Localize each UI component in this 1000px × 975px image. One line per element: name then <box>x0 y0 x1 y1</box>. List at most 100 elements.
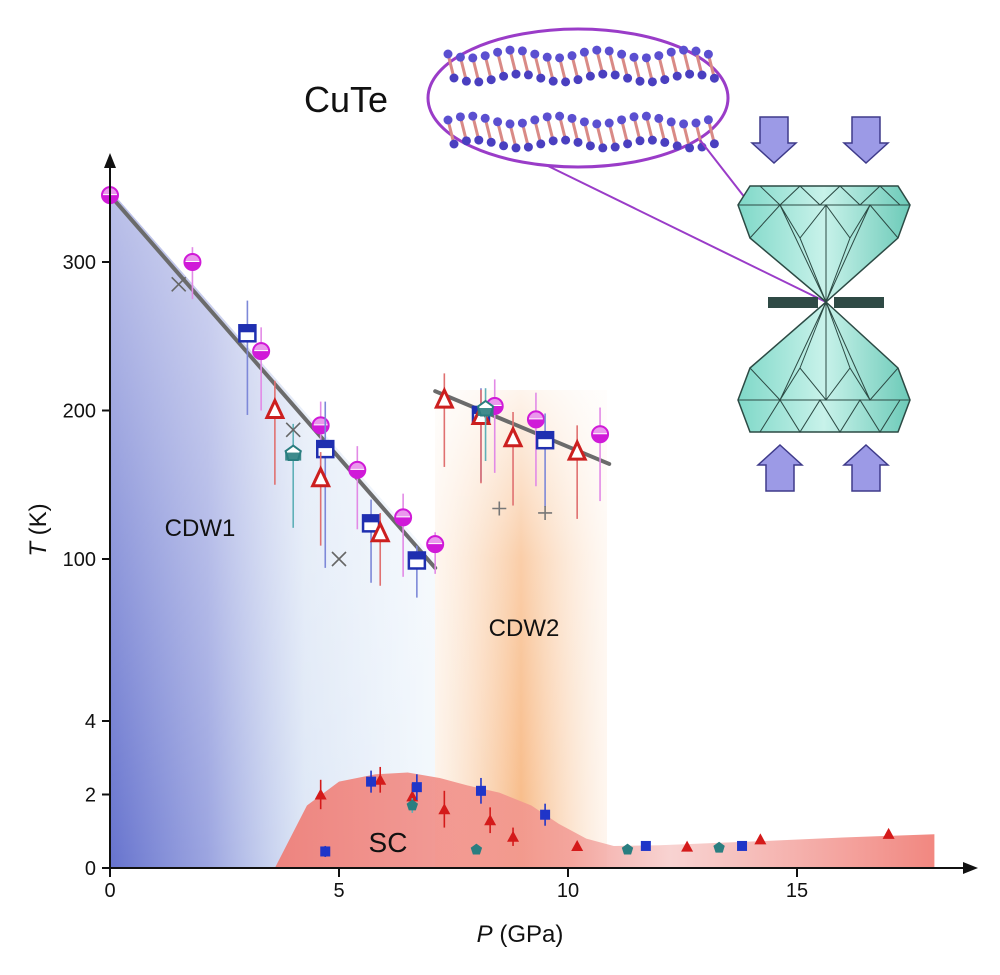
upper-anvil-facets <box>738 185 910 303</box>
data-point <box>535 430 555 450</box>
crystal-atom <box>443 49 453 59</box>
data-point <box>406 790 419 802</box>
crystal-atom <box>486 75 496 85</box>
crystal-atom <box>709 73 719 83</box>
crystal-atom <box>511 143 521 153</box>
data-point <box>621 843 634 855</box>
data-point <box>882 827 895 839</box>
crystal-atom <box>629 52 639 62</box>
data-point <box>476 399 495 417</box>
data-point <box>316 439 335 459</box>
data-point <box>433 386 455 409</box>
fit-line <box>108 193 438 570</box>
crystal-atom <box>449 73 459 83</box>
crystal-atom <box>635 136 645 146</box>
data-point <box>348 460 367 479</box>
crystal-atom <box>480 113 490 123</box>
data-point <box>438 803 451 815</box>
crystal-atom <box>449 139 459 149</box>
crystal-atom <box>455 52 465 62</box>
crystal-atom <box>567 113 577 123</box>
data-markers <box>101 186 895 857</box>
data-point <box>681 840 694 852</box>
data-point <box>406 799 418 811</box>
crystal-atom <box>443 115 453 125</box>
crystal-atom <box>455 112 465 122</box>
lower-anvil <box>737 300 911 433</box>
crystal-atom <box>672 71 682 81</box>
crystal-atom <box>679 119 689 129</box>
y-tick-label: 4 <box>85 711 96 733</box>
crystal-atom <box>654 113 664 123</box>
crystal-atom <box>691 118 701 128</box>
crystal-atom <box>623 73 633 83</box>
crystal-atom <box>598 143 608 153</box>
crystal-atom <box>598 69 608 79</box>
x-axis-arrow <box>963 862 978 874</box>
data-point <box>713 841 725 853</box>
data-point <box>252 342 271 361</box>
data-point <box>640 840 651 851</box>
cdw1-label: CDW1 <box>165 515 236 542</box>
data-point <box>475 785 486 796</box>
crystal-atom <box>585 71 595 81</box>
cdw2-label: CDW2 <box>489 615 560 642</box>
data-point <box>171 276 187 292</box>
crystal-atom <box>555 111 565 121</box>
crystal-atom <box>530 115 540 125</box>
data-point <box>310 465 332 488</box>
diamond-anvil-cell <box>737 116 911 492</box>
data-point <box>540 809 551 820</box>
crystal-atom <box>474 135 484 145</box>
y-axis-arrow <box>104 153 116 168</box>
crystal-atom <box>641 53 651 63</box>
data-point <box>314 788 327 800</box>
crystal-atom <box>468 111 478 121</box>
data-point <box>331 551 347 567</box>
crystal-atom <box>561 77 571 87</box>
data-point <box>311 416 330 435</box>
crystal-atom <box>660 137 670 147</box>
crystal-atom <box>542 112 552 122</box>
crystal-atom <box>592 119 602 129</box>
pressure-arrow <box>842 116 890 165</box>
crystal-atom <box>685 143 695 153</box>
crystal-atom <box>493 47 503 57</box>
crystal-atom <box>511 69 521 79</box>
crystal-atom <box>709 139 719 149</box>
x-axis-title: P (GPa) <box>477 921 564 948</box>
crystal-atom <box>523 70 533 80</box>
crystal-atom <box>474 77 484 87</box>
crystal-atom <box>604 46 614 56</box>
data-point <box>407 551 427 570</box>
crystal-atom <box>517 46 527 56</box>
y-tick-label: 200 <box>63 401 96 423</box>
upper-anvil-body <box>737 185 911 303</box>
data-point <box>484 814 497 826</box>
sc-label: SC <box>369 827 408 858</box>
crystal-atom <box>617 49 627 59</box>
axis-ticks: 0 5 10 15 0 2 4 100 200 300 <box>63 252 809 902</box>
data-point <box>183 253 202 271</box>
pressure-arrow <box>756 443 804 492</box>
pressure-arrow <box>750 116 798 165</box>
crystal-atom <box>573 137 583 147</box>
crystal-atom <box>703 49 713 59</box>
data-point <box>526 410 545 429</box>
data-point <box>502 425 524 448</box>
data-point <box>374 773 387 785</box>
x-axis-symbol: P <box>477 921 493 948</box>
crystal-atom <box>542 52 552 62</box>
crystal-atom <box>536 73 546 83</box>
crystal-atom <box>505 119 515 129</box>
data-point <box>320 846 331 857</box>
crystal-atom <box>660 75 670 85</box>
crystal-atom <box>468 53 478 63</box>
crystal-atom <box>579 117 589 127</box>
data-point <box>426 535 445 554</box>
crystal-atom <box>691 46 701 56</box>
crystal-atom <box>567 51 577 61</box>
phase-regions <box>110 190 935 868</box>
crystal-atom <box>486 137 496 147</box>
